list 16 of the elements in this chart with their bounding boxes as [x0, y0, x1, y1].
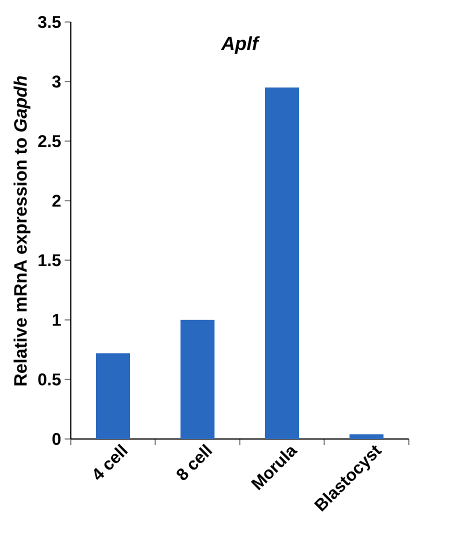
text: Aplf — [220, 36, 260, 54]
y-tick-label: 2 — [52, 194, 61, 207]
y-tick-label: 3 — [52, 76, 61, 88]
y-tick-label: 2.5 — [38, 135, 61, 148]
y-tick-label: 1 — [52, 314, 61, 326]
y-tick-label: 3.5 — [38, 16, 61, 28]
x-tick-label: 4 cell — [94, 444, 128, 480]
bar — [96, 353, 130, 439]
y-tick-label: 0 — [52, 432, 61, 446]
y-axis-title: Relative mRnA expression to Gapdh — [14, 76, 30, 386]
bar — [265, 88, 299, 439]
bar — [180, 320, 214, 439]
x-tick-label: 8 cell — [176, 444, 212, 480]
bar — [350, 434, 384, 439]
y-tick-label: 1.5 — [38, 254, 61, 266]
y-tick-label: 0.5 — [38, 373, 61, 386]
